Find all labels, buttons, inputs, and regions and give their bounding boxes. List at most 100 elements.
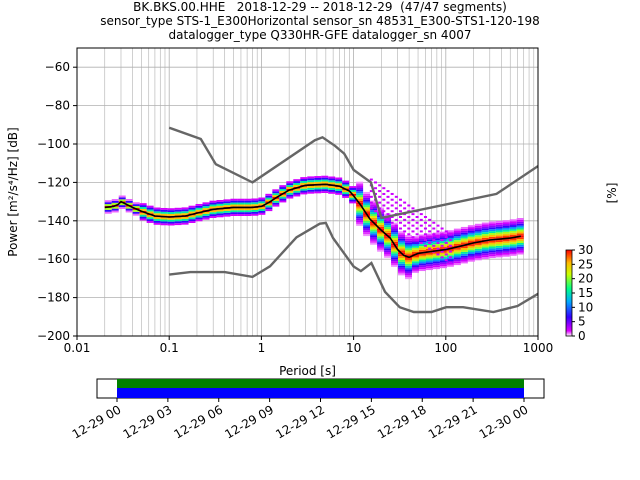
density-cell — [382, 210, 386, 213]
y-tick-label: −140 — [37, 214, 70, 228]
density-cell — [258, 201, 266, 204]
density-cell — [188, 207, 196, 210]
density-cell — [174, 213, 182, 216]
density-cell — [363, 232, 371, 235]
density-cell — [153, 222, 161, 225]
density-cell — [314, 187, 322, 190]
density-cell — [495, 245, 503, 248]
density-cell — [384, 232, 392, 235]
density-cell — [502, 241, 510, 244]
density-cell — [467, 259, 475, 262]
density-cell — [300, 188, 308, 191]
density-cell — [300, 186, 308, 189]
density-cell — [356, 185, 364, 188]
density-cell — [467, 229, 475, 231]
density-cell — [223, 212, 231, 215]
density-cell — [174, 209, 182, 212]
density-cell — [286, 194, 294, 197]
density-cell — [460, 242, 468, 245]
density-cell — [181, 209, 189, 212]
density-cell — [398, 227, 402, 230]
y-tick-label: −160 — [37, 252, 70, 266]
density-cell — [132, 206, 140, 208]
density-cell — [167, 210, 175, 213]
density-cell — [502, 254, 510, 257]
density-cell — [181, 220, 189, 223]
density-cell — [509, 226, 517, 229]
density-cell — [384, 227, 392, 230]
density-cell — [300, 192, 308, 195]
density-cell — [265, 195, 273, 198]
density-cell — [495, 222, 503, 225]
density-cell — [342, 182, 350, 185]
density-cell — [453, 234, 461, 237]
density-cell — [432, 221, 436, 224]
density-cell — [382, 192, 386, 195]
density-cell — [377, 220, 385, 223]
colorbar-tick-label: 0 — [578, 329, 586, 343]
density-cell — [363, 209, 371, 212]
density-cell — [230, 200, 238, 203]
density-cell — [349, 186, 357, 189]
density-cell — [181, 222, 189, 225]
density-cell — [125, 198, 133, 201]
density-cell — [391, 253, 399, 256]
density-cell — [258, 203, 266, 206]
density-cell — [356, 214, 364, 217]
density-cell — [432, 244, 436, 247]
density-cell — [209, 214, 217, 217]
density-cell — [216, 200, 224, 202]
density-cell — [453, 228, 461, 231]
density-cell — [370, 240, 378, 243]
density-cell — [384, 223, 392, 226]
density-cell — [118, 205, 126, 208]
density-cell — [453, 249, 461, 252]
colorbar-tick-label: 10 — [578, 300, 593, 314]
density-cell — [370, 235, 378, 238]
density-cell — [432, 227, 436, 230]
y-tick-label: −180 — [37, 291, 70, 305]
density-cell — [251, 202, 259, 205]
density-cell — [446, 236, 454, 238]
density-cell — [181, 213, 189, 216]
density-cell — [398, 244, 406, 247]
density-cell — [286, 192, 294, 195]
density-cell — [272, 204, 280, 207]
density-cell — [509, 251, 517, 254]
density-cell — [432, 232, 440, 235]
density-cell — [356, 216, 364, 219]
density-cell — [314, 185, 322, 188]
density-cell — [418, 248, 426, 250]
density-cell — [307, 176, 315, 179]
density-cell — [342, 186, 350, 189]
density-cell — [160, 221, 168, 224]
density-cell — [398, 235, 406, 237]
density-cell — [391, 264, 399, 267]
density-cell — [398, 267, 406, 270]
density-cell — [502, 245, 510, 248]
density-cell — [516, 229, 524, 232]
density-cell — [104, 202, 112, 205]
density-cell — [369, 201, 373, 204]
density-cell — [446, 255, 454, 258]
density-cell — [139, 212, 147, 215]
density-cell — [405, 273, 412, 276]
density-cell — [509, 238, 517, 241]
density-cell — [460, 230, 468, 233]
density-cell — [398, 256, 406, 259]
density-cell — [423, 221, 427, 224]
timeline-band-blue — [117, 388, 524, 398]
density-cell — [342, 190, 350, 193]
density-cell — [384, 242, 392, 245]
density-cell — [342, 192, 350, 195]
density-cell — [460, 232, 468, 235]
density-cell — [125, 206, 133, 209]
density-cell — [509, 242, 517, 245]
density-cell — [146, 217, 154, 220]
density-cell — [363, 216, 371, 219]
density-cell — [328, 182, 336, 185]
density-cell — [516, 241, 524, 243]
density-cell — [237, 214, 245, 216]
density-cell — [439, 262, 447, 265]
density-cell — [440, 239, 444, 242]
